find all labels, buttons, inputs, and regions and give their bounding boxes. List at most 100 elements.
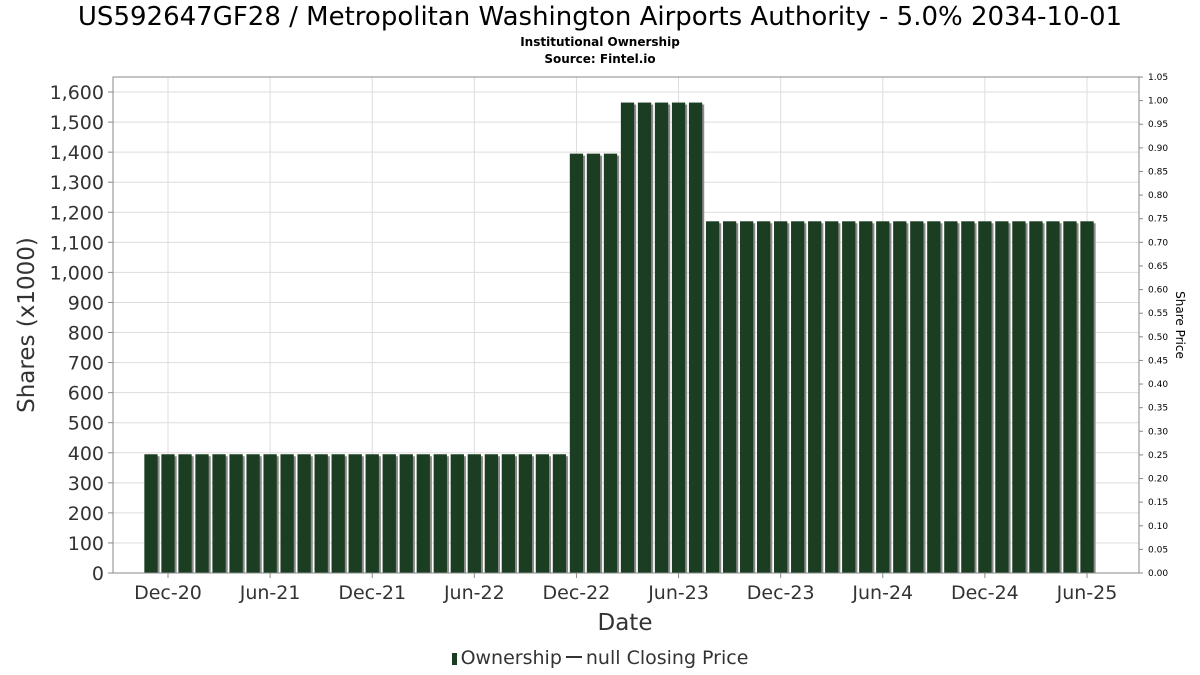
ownership-bar — [927, 221, 941, 574]
ownership-bar — [467, 454, 481, 573]
ownership-bar — [263, 454, 277, 573]
ownership-bar — [144, 454, 158, 573]
ownership-bar — [774, 221, 788, 574]
y-tick-label: 900 — [68, 292, 104, 314]
ownership-bar — [399, 454, 413, 573]
ownership-bar — [978, 221, 992, 574]
price-legend-line — [565, 656, 582, 658]
y-tick-label: 700 — [68, 353, 104, 375]
y2-axis-title: Share Price — [1173, 291, 1187, 359]
ownership-bar — [212, 454, 226, 573]
ownership-bar — [501, 454, 516, 573]
y2-tick-label: 0.70 — [1148, 238, 1168, 248]
ownership-bar — [348, 454, 362, 573]
ownership-bar — [450, 454, 464, 573]
ownership-bar — [671, 102, 686, 573]
y-tick-label: 300 — [68, 473, 104, 495]
ownership-bar — [246, 454, 260, 573]
ownership-bar — [757, 221, 771, 574]
y2-tick-label: 0.05 — [1148, 545, 1168, 555]
ownership-bar — [161, 454, 175, 573]
ownership-legend-swatch — [451, 653, 457, 665]
plot-border — [112, 76, 1140, 574]
y2-tick-label: 1.00 — [1148, 97, 1168, 107]
ownership-bar — [944, 221, 958, 574]
x-axis-title: Date — [598, 610, 653, 636]
ownership-bar — [433, 454, 447, 573]
y-tick-label: 1,500 — [50, 112, 104, 134]
y-tick-label: 0 — [92, 563, 104, 585]
chart-source: Source: Fintel.io — [544, 52, 656, 66]
x-tick-label: Jun-25 — [1056, 582, 1118, 604]
ownership-bar — [620, 102, 635, 573]
ownership-bar — [603, 153, 618, 573]
y-axis-title: Shares (x1000) — [14, 237, 40, 413]
ownership-bar — [808, 221, 822, 574]
ownership-bar — [791, 221, 805, 574]
x-tick-label: Dec-24 — [951, 582, 1019, 604]
y2-tick-label: 0.45 — [1148, 356, 1168, 366]
ownership-bar — [569, 153, 584, 573]
ownership-bar — [1012, 221, 1026, 574]
y-tick-label: 1,400 — [50, 142, 104, 164]
y2-tick-label: 0.20 — [1148, 475, 1168, 485]
y2-tick-label: 0.95 — [1148, 120, 1168, 130]
ownership-bar — [1046, 221, 1060, 574]
x-tick-label: Jun-24 — [851, 582, 913, 604]
y2-tick-label: 0.35 — [1148, 404, 1168, 414]
y2-tick-label: 0.15 — [1148, 498, 1168, 508]
chart-legend: Ownership null Closing Price — [0, 647, 1200, 669]
y2-tick-label: 0.30 — [1148, 427, 1168, 437]
y2-tick-label: 0.60 — [1148, 286, 1168, 296]
ownership-bar — [1029, 221, 1043, 574]
x-tick-label: Dec-22 — [543, 582, 611, 604]
ownership-bar — [552, 454, 567, 573]
y2-tick-label: 0.90 — [1148, 144, 1168, 154]
ownership-bar — [195, 454, 209, 573]
x-tick-label: Dec-21 — [338, 582, 406, 604]
ownership-bar — [416, 454, 430, 573]
y-tick-label: 600 — [68, 383, 104, 405]
ownership-bar — [280, 454, 294, 573]
y2-tick-label: 0.25 — [1148, 451, 1168, 461]
x-tick-label: Dec-23 — [747, 582, 815, 604]
y2-tick-label: 0.10 — [1148, 522, 1168, 532]
y2-tick-label: 0.50 — [1148, 333, 1168, 343]
ownership-bar — [893, 221, 907, 574]
y-tick-label: 1,300 — [50, 172, 104, 194]
ownership-bar — [229, 454, 243, 573]
ownership-bar — [382, 454, 396, 573]
x-tick-label: Dec-20 — [134, 582, 202, 604]
y-tick-label: 1,600 — [50, 82, 104, 104]
y2-tick-label: 0.55 — [1148, 309, 1168, 319]
ownership-chart: 0 100 200 300 400 500 600 700 800 900 1,000 1,100 1,… — [14, 73, 1187, 636]
y-tick-label: 100 — [68, 533, 104, 555]
y2-tick-label: 1.05 — [1148, 73, 1168, 83]
y-tick-label: 800 — [68, 323, 104, 345]
ownership-bar — [1080, 221, 1094, 574]
ownership-bar — [518, 454, 533, 573]
y2-tick-label: 0.00 — [1148, 569, 1168, 579]
y-tick-label: 400 — [68, 443, 104, 465]
y2-tick-label: 0.65 — [1148, 262, 1168, 272]
y-tick-label: 1,100 — [50, 232, 104, 254]
y2-tick-label: 0.80 — [1148, 191, 1168, 201]
y2-tick-label: 0.85 — [1148, 167, 1168, 177]
ownership-bar — [178, 454, 192, 573]
ownership-bar — [876, 221, 890, 574]
ownership-bar — [314, 454, 328, 573]
ownership-bar — [842, 221, 856, 574]
ownership-bar — [961, 221, 975, 574]
y2-tick-label: 0.40 — [1148, 380, 1168, 390]
y2-tick-label: 0.75 — [1148, 215, 1168, 225]
y-tick-label: 200 — [68, 503, 104, 525]
ownership-bar — [331, 454, 345, 573]
ownership-bar — [739, 221, 754, 574]
ownership-legend-label: Ownership — [460, 647, 562, 669]
ownership-bar — [722, 221, 737, 574]
y-tick-label: 1,000 — [50, 262, 104, 284]
ownership-bar — [586, 153, 601, 573]
price-legend-label: null Closing Price — [585, 647, 749, 669]
chart-title: US592647GF28 / Metropolitan Washington A… — [77, 2, 1123, 32]
ownership-bar — [365, 454, 379, 573]
